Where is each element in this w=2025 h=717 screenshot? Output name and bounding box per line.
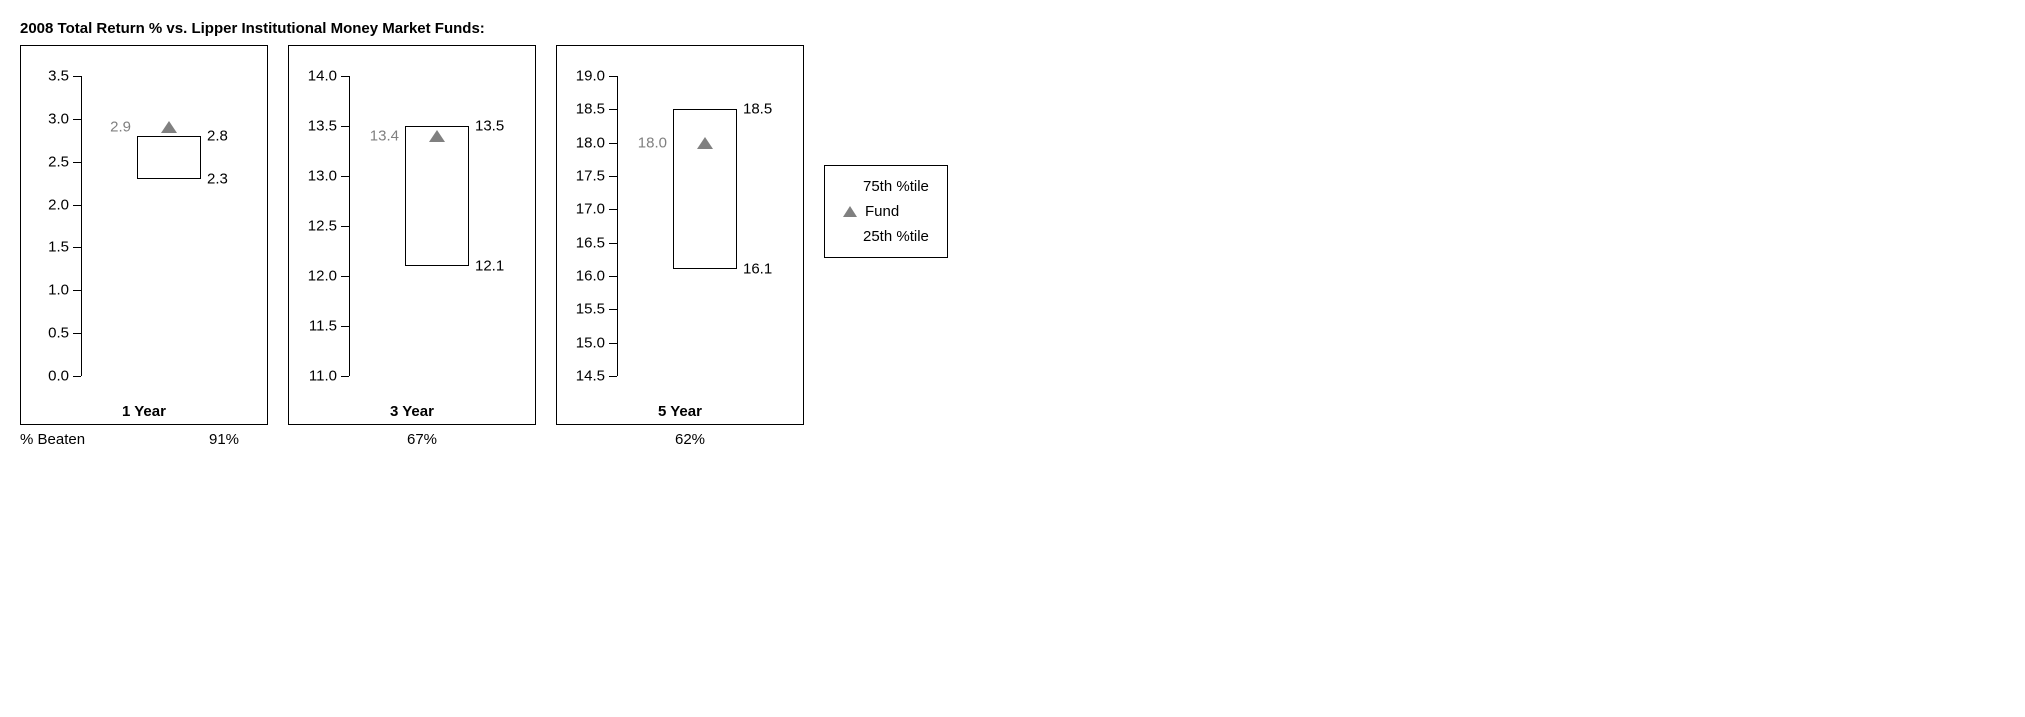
plot-area: 14.515.015.516.016.517.017.518.018.519.0…: [617, 76, 777, 376]
y-tick-label: 3.0: [48, 110, 81, 127]
y-tick-label: 2.0: [48, 196, 81, 213]
y-axis: [617, 76, 618, 376]
chart-panel: 14.5 15.0 15.5 16.0 16.5 17.0 17.5 18.0 18.5 19.0…: [556, 45, 804, 425]
y-tick-label: 11.5: [309, 318, 349, 335]
y-tick-label: 18.0: [576, 134, 617, 151]
y-tick-label: 14.0: [308, 68, 349, 85]
p75-label: 13.5: [475, 118, 504, 135]
p75-label: 2.8: [207, 128, 228, 145]
triangle-icon: [843, 206, 857, 217]
y-tick-label: 13.5: [308, 118, 349, 135]
fund-marker-icon: [429, 130, 445, 142]
p75-label: 18.5: [743, 101, 772, 118]
fund-marker-icon: [161, 121, 177, 133]
percent-beaten-value: 91%: [130, 431, 288, 448]
y-tick-label: 16.0: [576, 268, 617, 285]
legend-item-fund: Fund: [843, 199, 929, 224]
x-axis-label: 1 Year: [21, 403, 267, 420]
y-axis: [349, 76, 350, 376]
fund-label: 13.4: [370, 128, 399, 145]
y-tick-label: 11.0: [309, 368, 349, 385]
legend: 75th %tile Fund 25th %tile: [824, 165, 948, 258]
x-axis-label: 5 Year: [557, 403, 803, 420]
legend-item-p75: 75th %tile: [843, 174, 929, 199]
percentile-box: [405, 126, 469, 266]
p25-label: 16.1: [743, 261, 772, 278]
chart-title: 2008 Total Return % vs. Lipper Instituti…: [20, 20, 2005, 37]
fund-label: 18.0: [638, 134, 667, 151]
y-tick-label: 13.0: [308, 168, 349, 185]
y-tick-label: 18.5: [576, 101, 617, 118]
percent-beaten-row: % Beaten91%67%62%: [20, 431, 2005, 448]
y-tick-label: 2.5: [48, 153, 81, 170]
fund-label: 2.9: [110, 119, 131, 136]
y-tick-label: 17.0: [576, 201, 617, 218]
plot-area: 0.00.51.01.52.02.53.03.52.82.32.9: [81, 76, 241, 376]
y-tick-label: 0.0: [48, 368, 81, 385]
legend-label: 25th %tile: [863, 228, 929, 245]
percent-beaten-value: 62%: [556, 431, 824, 448]
panels-row: 0.0 0.5 1.0 1.5 2.0 2.5 3.0 3.5 2.8 2.3 2.9 1 Year 1…: [20, 45, 2005, 425]
fund-marker-icon: [697, 137, 713, 149]
legend-item-p25: 25th %tile: [843, 224, 929, 249]
percent-beaten-label: % Beaten: [20, 431, 130, 448]
p25-label: 2.3: [207, 170, 228, 187]
y-tick-label: 15.5: [576, 301, 617, 318]
y-tick-label: 1.0: [48, 282, 81, 299]
p25-label: 12.1: [475, 258, 504, 275]
y-tick-label: 15.0: [576, 334, 617, 351]
plot-area: 11.011.512.012.513.013.514.013.512.113.4: [349, 76, 509, 376]
y-tick-label: 1.5: [48, 239, 81, 256]
percent-beaten-value: 67%: [288, 431, 556, 448]
y-tick-label: 16.5: [576, 234, 617, 251]
y-tick-label: 12.5: [308, 218, 349, 235]
chart-panel: 11.0 11.5 12.0 12.5 13.0 13.5 14.0 13.5 12.1 13.4…: [288, 45, 536, 425]
percentile-box: [673, 109, 737, 269]
y-tick-label: 3.5: [48, 68, 81, 85]
chart-panel: 0.0 0.5 1.0 1.5 2.0 2.5 3.0 3.5 2.8 2.3 2.9 1 Year: [20, 45, 268, 425]
y-tick-label: 0.5: [48, 325, 81, 342]
y-tick-label: 14.5: [576, 368, 617, 385]
x-axis-label: 3 Year: [289, 403, 535, 420]
y-tick-label: 19.0: [576, 68, 617, 85]
legend-label: Fund: [865, 203, 899, 220]
y-tick-label: 12.0: [308, 268, 349, 285]
y-axis: [81, 76, 82, 376]
legend-label: 75th %tile: [863, 178, 929, 195]
y-tick-label: 17.5: [576, 168, 617, 185]
percentile-box: [137, 136, 201, 179]
